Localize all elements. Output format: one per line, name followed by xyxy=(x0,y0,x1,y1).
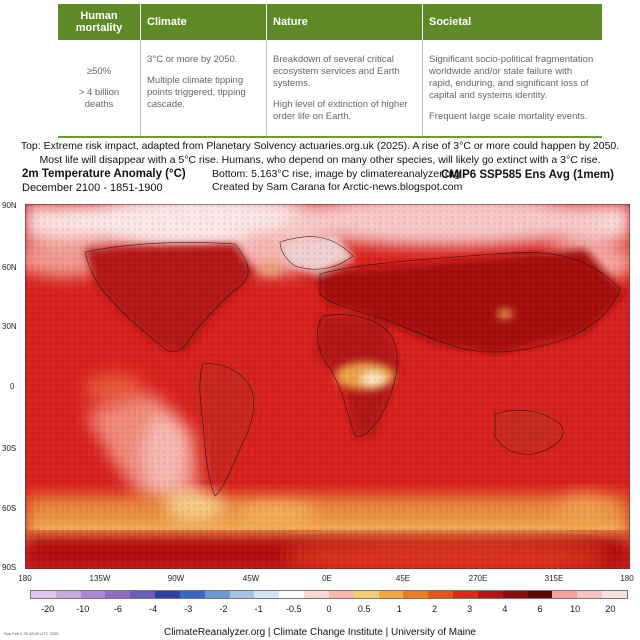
colorbar-label: 20 xyxy=(605,604,616,614)
lat-label: 30N xyxy=(2,322,17,331)
colorbar-swatch xyxy=(353,591,379,598)
colorbar-label: 10 xyxy=(570,604,581,614)
cell-text: > 4 billion deaths xyxy=(78,87,120,110)
colorbar-label: -6 xyxy=(113,604,122,614)
lon-label: 270E xyxy=(468,574,488,583)
colorbar-label: 0.5 xyxy=(357,604,371,614)
colorbar-swatch xyxy=(31,591,56,598)
colorbar-label: 4 xyxy=(502,604,508,614)
colorbar-swatch xyxy=(527,591,553,598)
colorbar-label: 6 xyxy=(537,604,543,614)
grid-texture xyxy=(25,204,630,569)
cell-climate: 3°C or more by 2050. Multiple climate ti… xyxy=(140,40,267,138)
caption-line-2: Most life will disappear with a 5°C rise… xyxy=(39,154,601,166)
colorbar-swatch xyxy=(105,591,131,598)
cell-human-mortality: ≥50% > 4 billion deaths xyxy=(58,40,141,138)
header-societal: Societal xyxy=(422,4,602,40)
colorbar-label: 1 xyxy=(396,604,402,614)
lon-label: 90W xyxy=(167,574,185,583)
map-period: December 2100 - 1851-1900 xyxy=(22,182,163,194)
cell-text: High level of extinction of higher order… xyxy=(273,99,408,122)
cell-text: Significant socio-political fragmentatio… xyxy=(429,54,594,101)
lon-label: 0E xyxy=(322,574,332,583)
cell-text: Multiple climate tipping points triggere… xyxy=(147,75,246,110)
map-subtitle-2: Created by Sam Carana for Arctic-news.bl… xyxy=(212,181,463,193)
lat-label: 60N xyxy=(2,263,17,272)
lat-label: 0 xyxy=(10,382,15,391)
colorbar-swatch xyxy=(378,591,404,598)
map-title: 2m Temperature Anomaly (°C) xyxy=(22,168,186,180)
coastlines xyxy=(84,236,621,497)
colorbar-swatch xyxy=(204,591,230,598)
colorbar-label: -1 xyxy=(254,604,263,614)
lat-label: 90S xyxy=(2,563,17,572)
lat-label: 60S xyxy=(2,504,17,513)
temperature-anomaly-map xyxy=(25,204,630,569)
lon-label: 180 xyxy=(620,574,634,583)
lon-label: 45E xyxy=(395,574,411,583)
colorbar-label: -0.5 xyxy=(286,604,302,614)
cell-text: 3°C or more by 2050. xyxy=(147,54,238,65)
model-label: CMIP6 SSP585 Ens Avg (1mem) xyxy=(441,169,614,181)
colorbar-swatch xyxy=(229,591,255,598)
colorbar-label: -10 xyxy=(76,604,90,614)
lat-label: 90N xyxy=(2,201,17,210)
colorbar-label: 0 xyxy=(326,604,332,614)
header-climate: Climate xyxy=(140,4,267,40)
colorbar-swatch xyxy=(577,591,603,598)
cell-societal: Significant socio-political fragmentatio… xyxy=(422,40,602,138)
colorbar-swatch xyxy=(179,591,205,598)
lon-label: 180 xyxy=(18,574,32,583)
colorbar-swatch xyxy=(130,591,156,598)
lon-label: 315E xyxy=(544,574,564,583)
caption-line-1: Top: Extreme risk impact, adapted from P… xyxy=(20,140,620,152)
footer-timestamp: Sun Feb 2 02:48:49 UTC 2025 xyxy=(4,631,59,636)
colorbar-label: 3 xyxy=(467,604,473,614)
header-human-mortality: Human mortality xyxy=(58,4,141,40)
colorbar-swatch xyxy=(552,591,578,598)
colorbar-swatch xyxy=(155,591,180,598)
lon-label: 135W xyxy=(89,574,111,583)
cell-nature: Breakdown of several critical ecosystem … xyxy=(266,40,423,138)
colorbar-swatch xyxy=(428,591,454,598)
map-subtitle-1: Bottom: 5.163°C rise, image by climatere… xyxy=(212,168,461,180)
colorbar-label: -20 xyxy=(41,604,55,614)
colorbar-swatch xyxy=(254,591,280,598)
cell-text: Frequent large scale mortality events. xyxy=(429,111,588,122)
colorbar-label: -2 xyxy=(219,604,228,614)
lon-label: 45W xyxy=(242,574,260,583)
colorbar-label: -4 xyxy=(149,604,158,614)
colorbar-swatch xyxy=(477,591,503,598)
cell-text: Breakdown of several critical ecosystem … xyxy=(273,54,400,89)
colorbar-swatch xyxy=(403,591,429,598)
risk-table: Human mortality Climate Nature Societal … xyxy=(58,4,602,138)
cell-text: ≥50% xyxy=(86,66,112,77)
colorbar xyxy=(30,590,628,599)
colorbar-swatch xyxy=(55,591,81,598)
colorbar-swatch xyxy=(602,591,627,598)
colorbar-labels: -20 -10 -6 -4 -3 -2 -1 -0.5 0 0.5 1 2 3 4 6 10 20 xyxy=(30,604,628,614)
colorbar-swatch xyxy=(328,591,354,598)
colorbar-swatch xyxy=(304,591,329,598)
footer-credits: ClimateReanalyzer.org | Climate Change I… xyxy=(164,627,476,638)
colorbar-swatch xyxy=(453,591,478,598)
lat-label: 30S xyxy=(2,444,17,453)
colorbar-swatch xyxy=(279,591,305,598)
colorbar-label: 2 xyxy=(431,604,437,614)
colorbar-label: -3 xyxy=(184,604,193,614)
header-nature: Nature xyxy=(266,4,423,40)
colorbar-swatch xyxy=(80,591,106,598)
colorbar-swatch xyxy=(502,591,528,598)
